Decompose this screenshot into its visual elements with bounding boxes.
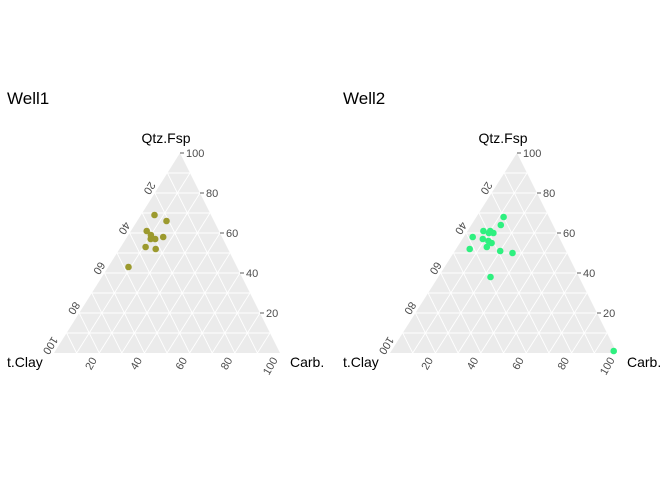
well2-carb-tick-label: 100 bbox=[598, 356, 618, 378]
grid-line bbox=[402, 332, 414, 354]
well1-data-point bbox=[159, 233, 167, 241]
well2-title: Well2 bbox=[343, 89, 385, 108]
grid-line bbox=[503, 252, 568, 354]
grid-line bbox=[121, 212, 211, 354]
well2-data-point bbox=[490, 229, 497, 237]
grid-line bbox=[457, 212, 548, 354]
well2-clay-tick-label: 20 bbox=[478, 179, 495, 196]
grid-line bbox=[453, 252, 504, 354]
well2-carb-tick-label: 80 bbox=[556, 356, 573, 373]
well2-data-point bbox=[496, 247, 504, 255]
well2-data-point bbox=[480, 227, 487, 235]
grid-line bbox=[116, 252, 168, 354]
grid-line bbox=[211, 292, 251, 354]
grid-line bbox=[189, 272, 241, 354]
well2-carb-tick-label: 40 bbox=[465, 356, 482, 373]
well1-panel: Well1 202020404040606060808080100100100 … bbox=[7, 89, 324, 377]
well2-data-point bbox=[509, 249, 516, 257]
grid-line bbox=[593, 332, 608, 354]
well2-clay-tick-label: 60 bbox=[427, 259, 444, 276]
grid-line bbox=[571, 312, 598, 354]
well1-data-point bbox=[151, 235, 159, 243]
grid-line bbox=[166, 252, 231, 354]
grid-line bbox=[91, 292, 123, 354]
well1-data-point bbox=[151, 211, 158, 219]
well1-qtz-tick-label: 20 bbox=[266, 308, 278, 320]
grid-line bbox=[66, 332, 78, 354]
well2-data-point bbox=[488, 239, 495, 247]
well1-left-axis-label: t.Clay bbox=[7, 354, 43, 370]
well2-data-point bbox=[479, 235, 487, 243]
grid-line bbox=[427, 292, 459, 354]
well1-carb-tick-label: 60 bbox=[174, 356, 191, 373]
grid-line bbox=[414, 312, 436, 354]
well1-carb-tick-label: 100 bbox=[261, 356, 281, 378]
well1-clay-tick-label: 80 bbox=[65, 299, 82, 316]
well1-qtz-tick-label: 40 bbox=[246, 268, 258, 280]
well2-qtz-tick-label: 40 bbox=[583, 268, 595, 280]
well2-carb-tick-label: 60 bbox=[510, 356, 527, 373]
well2-right-axis-label: Carb. bbox=[627, 354, 661, 370]
well2-qtz-tick-label: 100 bbox=[523, 148, 541, 160]
well2-qtz-tick-label: 80 bbox=[543, 188, 555, 200]
well2-clay-tick-label: 40 bbox=[452, 219, 469, 236]
well1-title: Well1 bbox=[7, 89, 49, 108]
well2-qtz-tick-label: 60 bbox=[563, 228, 575, 240]
well2-left-axis-label: t.Clay bbox=[343, 354, 379, 370]
grid-line bbox=[412, 172, 528, 354]
well1-data-point bbox=[152, 245, 159, 253]
well1-qtz-tick-label: 100 bbox=[186, 148, 204, 160]
grid-line bbox=[234, 312, 261, 354]
well2-data-point bbox=[610, 347, 617, 355]
well1-data-point bbox=[143, 227, 150, 235]
well1-right-axis-label: Carb. bbox=[290, 354, 324, 370]
well2-panel: Well2 202020404040606060808080100100100 … bbox=[343, 89, 661, 377]
grid-line bbox=[440, 272, 482, 354]
well1-qtz-tick-label: 80 bbox=[206, 188, 218, 200]
grid-line bbox=[257, 332, 271, 354]
well2-data-point bbox=[466, 245, 474, 253]
grid-line bbox=[503, 172, 595, 354]
grid-line bbox=[103, 272, 145, 354]
grid-line bbox=[76, 172, 191, 354]
well2-data-point bbox=[500, 213, 507, 221]
well2-carb-tick-label: 20 bbox=[419, 356, 436, 373]
well1-clay-tick-label: 20 bbox=[141, 179, 158, 196]
well1-data-point bbox=[125, 263, 132, 271]
well2-qtz-tick-label: 20 bbox=[603, 308, 615, 320]
well2-clay-tick-label: 80 bbox=[401, 299, 418, 316]
well2-top-axis-label: Qtz.Fsp bbox=[478, 130, 527, 146]
grid-line bbox=[78, 312, 100, 354]
well1-data-point bbox=[163, 217, 170, 225]
well1-qtz-tick-label: 60 bbox=[226, 228, 238, 240]
well2-data-point bbox=[469, 233, 477, 241]
well2-data-point bbox=[487, 273, 494, 281]
well1-clay-tick-label: 40 bbox=[116, 219, 133, 236]
well1-data-point bbox=[142, 243, 149, 251]
well2-data-point bbox=[497, 221, 505, 229]
well1-carb-tick-label: 80 bbox=[219, 356, 236, 373]
grid-line bbox=[478, 212, 550, 354]
well1-carb-tick-label: 20 bbox=[83, 356, 100, 373]
grid-line bbox=[166, 172, 258, 354]
well2-data-point bbox=[483, 243, 491, 251]
well1-top-axis-label: Qtz.Fsp bbox=[141, 130, 190, 146]
well1-carb-tick-label: 40 bbox=[128, 356, 145, 373]
grid-line bbox=[548, 292, 588, 354]
grid-line bbox=[525, 272, 578, 354]
well1-clay-tick-label: 60 bbox=[90, 259, 107, 276]
